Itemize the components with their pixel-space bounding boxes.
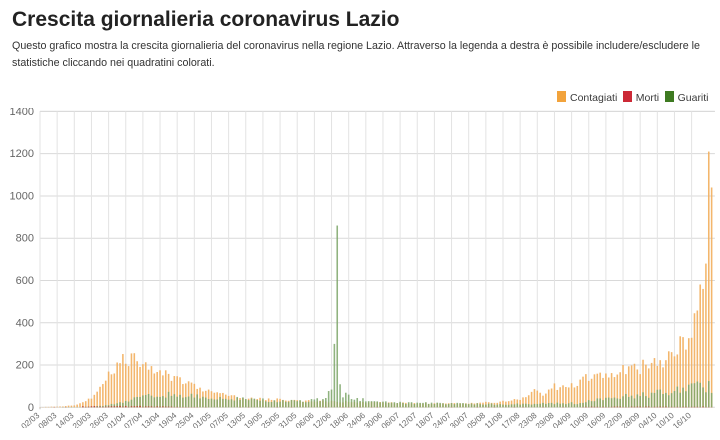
svg-text:1400: 1400 xyxy=(10,108,34,118)
svg-text:400: 400 xyxy=(16,317,34,329)
svg-text:800: 800 xyxy=(16,233,34,245)
svg-text:600: 600 xyxy=(16,275,34,287)
svg-text:1000: 1000 xyxy=(10,190,34,202)
svg-text:200: 200 xyxy=(16,360,34,372)
svg-text:1200: 1200 xyxy=(10,148,34,160)
